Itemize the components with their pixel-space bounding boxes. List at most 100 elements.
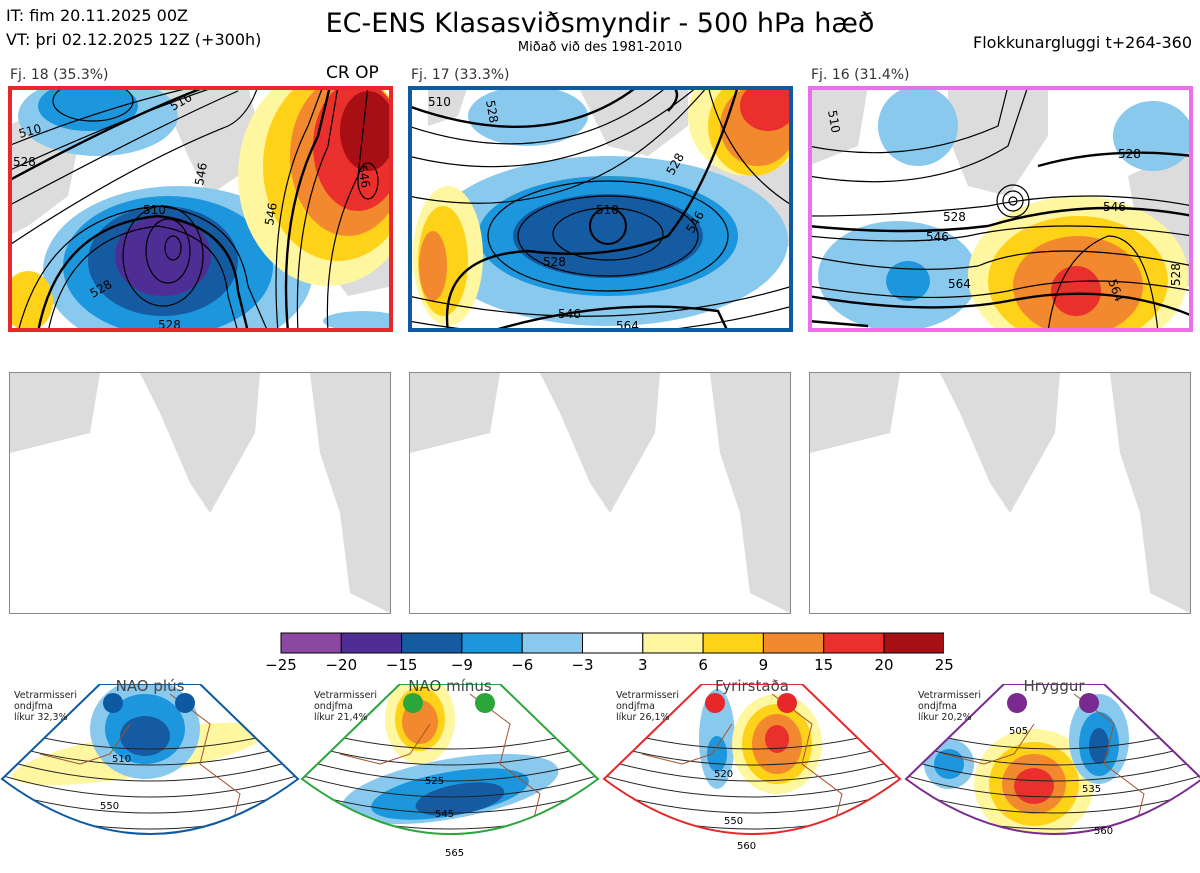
colorbar	[280, 632, 944, 654]
contour-label: 528	[543, 255, 566, 269]
regime-outline	[300, 683, 600, 835]
init-time: IT: fim 20.11.2025 00Z	[6, 6, 188, 25]
regime-marker	[103, 693, 123, 713]
contour-label: 546	[1103, 200, 1126, 214]
anomaly-area	[707, 736, 727, 772]
empty-map-1	[9, 372, 391, 614]
land-greenland	[578, 86, 688, 156]
regime-panel: 510 550	[0, 683, 300, 869]
cluster-1-tag: CR OP	[326, 63, 379, 83]
regime-stat-line: Vetrarmisseri	[918, 690, 981, 701]
cluster-1-frame	[8, 86, 393, 332]
cluster-1-map: 510 528 528 546 546 510 516 528 546	[8, 86, 393, 332]
regime-marker	[705, 693, 725, 713]
regime-stat-line: ondjfma	[918, 701, 957, 712]
cluster-1-label: Fj. 18 (35.3%)	[10, 67, 109, 83]
cluster-2-frame	[408, 86, 793, 332]
contour-label: 525	[425, 776, 444, 787]
height-contour	[906, 739, 1200, 766]
height-contour	[2, 771, 298, 798]
regime-stats: Vetrarmisseri ondjfma líkur 26,1%	[616, 690, 679, 723]
height-contour	[906, 771, 1200, 798]
anomaly-area	[415, 782, 505, 816]
colorbar-tick-label: 6	[698, 656, 708, 674]
colorbar-tick-label: −20	[325, 656, 358, 674]
regime-stat-line: ondjfma	[14, 701, 53, 712]
contour-label: 528	[1169, 263, 1183, 286]
cluster-3-map: 528 528 546 546 564 564 528 510	[808, 86, 1193, 332]
colorbar-tick-label: 3	[638, 656, 648, 674]
regime-marker	[475, 693, 495, 713]
land-canada	[808, 86, 868, 166]
regime-stat-line: líkur 20,2%	[918, 712, 972, 723]
empty-map-2	[409, 372, 791, 614]
colorbar-tick-label: −15	[385, 656, 418, 674]
regime-marker	[175, 693, 195, 713]
chart-title: EC-ENS Klasasviðsmyndir - 500 hPa hæð	[325, 8, 875, 39]
height-contour	[0, 836, 300, 861]
height-contour	[602, 852, 902, 869]
regime-marker	[1007, 693, 1027, 713]
regime-title: Fyrirstaða	[715, 677, 789, 695]
regime-stat-line: ondjfma	[314, 701, 353, 712]
contour-label: 550	[100, 801, 119, 812]
colorbar-tick-label: 20	[874, 656, 894, 674]
regime-stat-line: Vetrarmisseri	[14, 690, 77, 701]
regime-outline	[602, 683, 902, 835]
regime-title: NAO plús	[115, 677, 185, 695]
height-contour	[604, 755, 900, 782]
contour-label: 545	[435, 809, 454, 820]
height-contour	[604, 771, 900, 798]
regime-stats: Vetrarmisseri ondjfma líkur 21,4%	[314, 690, 377, 723]
anomaly-area	[934, 749, 964, 779]
height-contour	[2, 755, 298, 782]
contour-label: 546	[262, 202, 280, 227]
height-contour	[604, 739, 900, 766]
contour-label: 528	[13, 155, 36, 169]
chart-subtitle: Miðað við des 1981-2010	[517, 40, 683, 55]
colorbar-tick-label: 9	[758, 656, 769, 674]
colorbar-tick-label: 15	[814, 656, 834, 674]
contour-label: 510	[596, 203, 619, 217]
regime-stats: Vetrarmisseri ondjfma líkur 20,2%	[918, 690, 981, 723]
colorbar-cell	[762, 632, 825, 654]
contour-label: 535	[1082, 784, 1101, 795]
colorbar-cell	[461, 632, 523, 654]
colorbar-tick-label: −25	[265, 656, 297, 674]
empty-map-3	[809, 372, 1191, 614]
regime-stats: Vetrarmisseri ondjfma líkur 32,3%	[14, 690, 77, 723]
colorbar-cell	[401, 632, 463, 654]
colorbar-tick-label: −9	[450, 656, 473, 674]
contour-label: 546	[926, 230, 949, 244]
contour-label: 564	[948, 277, 971, 291]
colorbar-cell	[521, 632, 583, 654]
regime-stat-line: Vetrarmisseri	[314, 690, 377, 701]
contour-label: 560	[1094, 826, 1113, 837]
height-contour	[302, 739, 598, 766]
height-contour	[2, 739, 298, 766]
contour-label: 510	[143, 203, 166, 217]
coastline	[339, 693, 541, 834]
height-contour	[302, 755, 598, 782]
colorbar-cell	[642, 632, 704, 654]
anomaly-area	[120, 716, 170, 756]
height-contour	[904, 836, 1200, 861]
contour-label: 528	[943, 210, 966, 224]
anomaly-area	[1011, 853, 1047, 865]
regime-stat-line: ondjfma	[616, 701, 655, 712]
contour-label: 520	[714, 769, 733, 780]
colorbar-cell	[280, 632, 342, 654]
contour-label: 528	[1118, 147, 1141, 161]
contour-label: 560	[737, 841, 756, 852]
colorbar-tick-label: −3	[571, 656, 594, 674]
colorbar-cell	[340, 632, 403, 654]
regime-panel: 505 535 560	[904, 683, 1200, 869]
colorbar-tick-label: 25	[934, 656, 954, 674]
regime-marker	[1079, 693, 1099, 713]
height-contour	[906, 755, 1200, 782]
contour-label: 546	[192, 162, 210, 187]
colorbar-cell	[823, 632, 885, 654]
height-contour	[302, 771, 598, 798]
contour-label: 546	[558, 307, 581, 321]
regime-stat-line: Vetrarmisseri	[616, 690, 679, 701]
